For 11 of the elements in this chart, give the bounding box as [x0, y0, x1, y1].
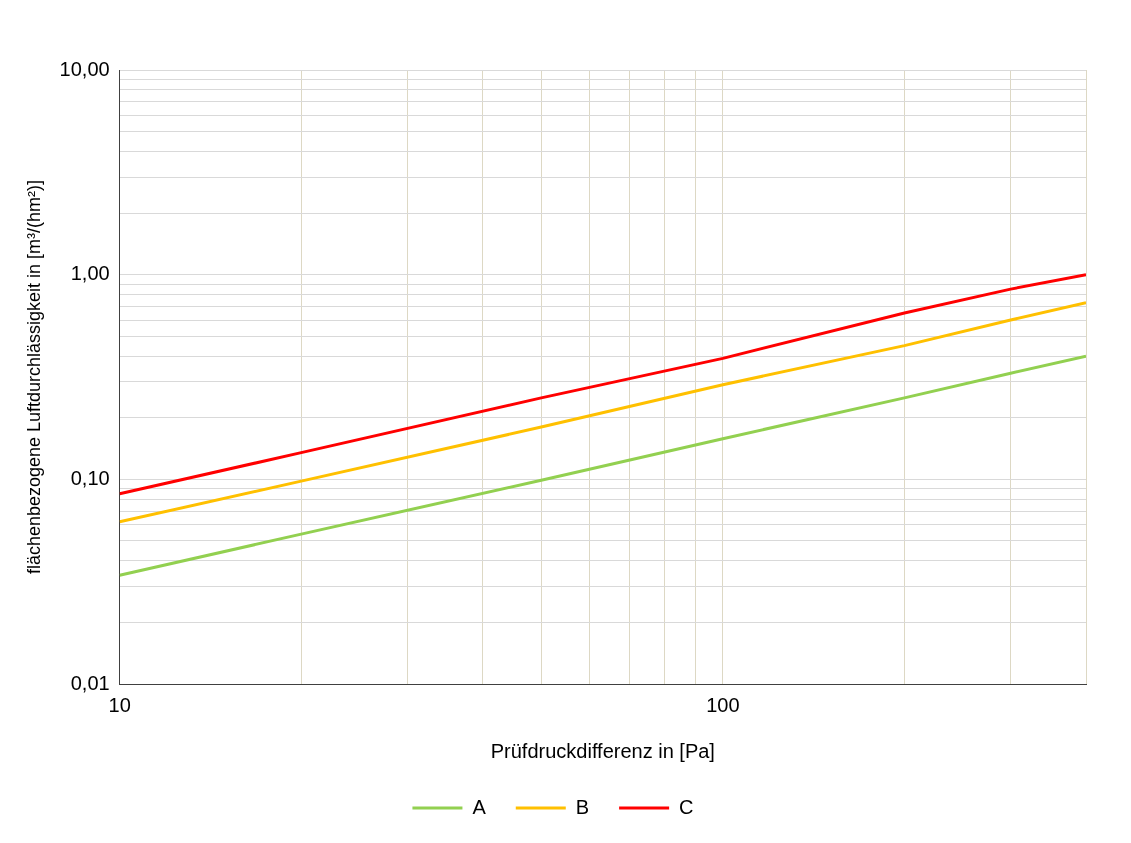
y-tick-label: 0,10 — [70, 466, 110, 489]
y-tick-label: 1,00 — [70, 262, 110, 285]
legend-label: A — [472, 795, 487, 818]
legend-label: B — [575, 795, 590, 818]
y-tick-label: 0,01 — [70, 671, 110, 694]
x-tick-label: 100 — [706, 693, 740, 716]
y-tick-label: 10,00 — [59, 57, 110, 80]
y-axis-title: flächenbezogene Luftdurchlässigkeit in [m³/(hm²)] — [23, 179, 44, 575]
x-tick-label: 10 — [108, 693, 131, 716]
legend-label: C — [679, 795, 694, 818]
x-axis-title: Prüfdruckdifferenz in [Pa] — [490, 739, 715, 762]
